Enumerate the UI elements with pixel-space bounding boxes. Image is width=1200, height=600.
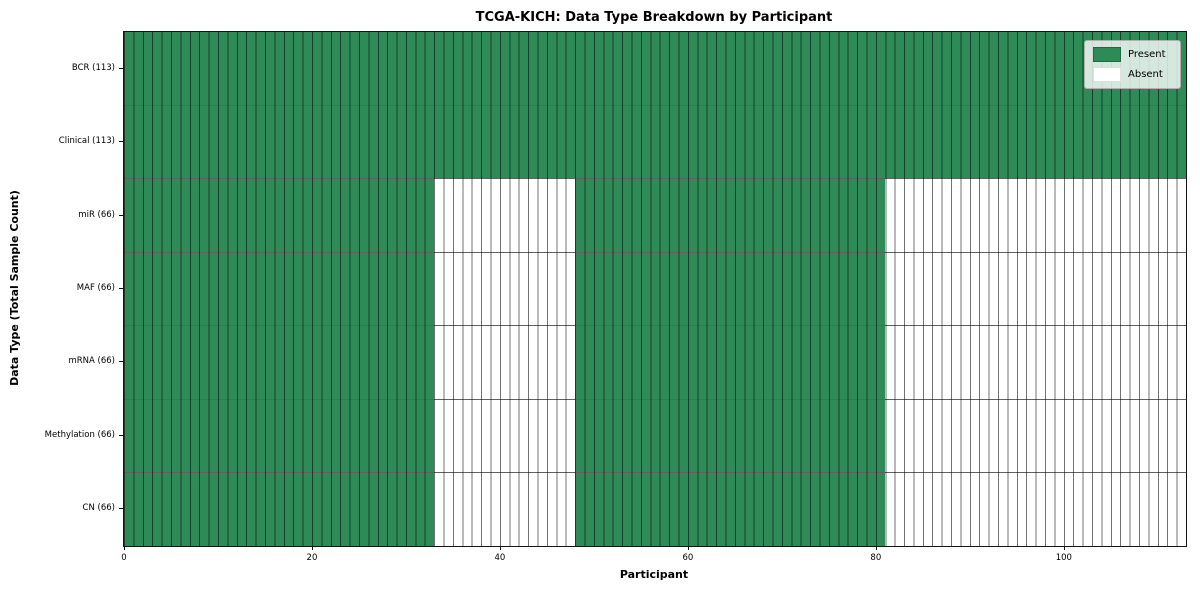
legend-label: Absent xyxy=(1128,69,1163,80)
x-tick-label: 0 xyxy=(121,553,127,563)
heatmap-row xyxy=(124,179,1186,253)
y-tick-mark xyxy=(119,288,123,289)
legend: Present Absent xyxy=(1084,40,1181,89)
heatmap-row xyxy=(124,326,1186,400)
y-tick-mark xyxy=(119,508,123,510)
y-axis-label: Data Type (Total Sample Count) xyxy=(8,190,21,386)
presence-segment xyxy=(124,32,1186,105)
presence-segment xyxy=(575,473,886,547)
y-tick-label: mRNA (66) xyxy=(68,356,115,367)
heatmap-row xyxy=(124,32,1186,106)
y-tick-label: miR (66) xyxy=(78,209,115,220)
presence-segment xyxy=(124,179,435,252)
y-tick-mark xyxy=(119,434,123,436)
legend-label: Present xyxy=(1128,49,1166,60)
x-tick-label: 100 xyxy=(1055,553,1072,563)
legend-entry-present: Present xyxy=(1093,47,1172,62)
y-tick-label: MAF (66) xyxy=(76,283,115,293)
x-axis-label: Participant xyxy=(619,568,689,581)
y-tick-mark xyxy=(119,214,123,216)
legend-entry-absent: Absent xyxy=(1093,67,1172,82)
present-swatch-icon xyxy=(1093,47,1121,62)
x-tick-mark xyxy=(124,546,125,550)
x-tick-mark xyxy=(687,546,689,550)
absent-swatch-icon xyxy=(1093,67,1121,82)
y-tick-label: Clinical (113) xyxy=(58,136,115,147)
x-tick-mark xyxy=(875,546,877,550)
heatmap-row xyxy=(124,473,1186,547)
y-tick-label: Methylation (66) xyxy=(44,429,115,440)
x-tick-mark xyxy=(1063,546,1065,550)
y-axis-tick-labels: BCR (113) Clinical (113) miR (66) MAF (66) m… xyxy=(0,31,115,545)
presence-segment xyxy=(575,252,886,326)
x-tick-label: 60 xyxy=(682,553,694,563)
heatmap-row xyxy=(124,399,1186,474)
y-tick-mark xyxy=(119,67,123,69)
presence-segment xyxy=(124,473,435,547)
x-tick-label: 80 xyxy=(870,553,882,563)
presence-segment xyxy=(124,326,435,399)
presence-segment xyxy=(575,179,886,252)
heatmap-row xyxy=(124,252,1186,327)
y-tick-mark xyxy=(119,141,123,143)
x-tick-label: 40 xyxy=(494,553,506,563)
heatmap-row xyxy=(124,105,1186,180)
x-tick-mark xyxy=(499,546,501,550)
y-tick-mark xyxy=(119,361,123,363)
chart-title: TCGA-KICH: Data Type Breakdown by Partic… xyxy=(475,10,833,25)
presence-segment xyxy=(124,252,435,326)
plot-area xyxy=(123,31,1187,547)
x-tick-label: 20 xyxy=(306,553,318,563)
presence-segment xyxy=(575,326,886,399)
y-tick-label: CN (66) xyxy=(82,503,115,514)
x-tick-mark xyxy=(311,546,313,550)
presence-segment xyxy=(575,399,886,473)
y-tick-label: BCR (113) xyxy=(71,62,115,73)
presence-segment xyxy=(124,105,1186,179)
presence-segment xyxy=(124,399,435,473)
